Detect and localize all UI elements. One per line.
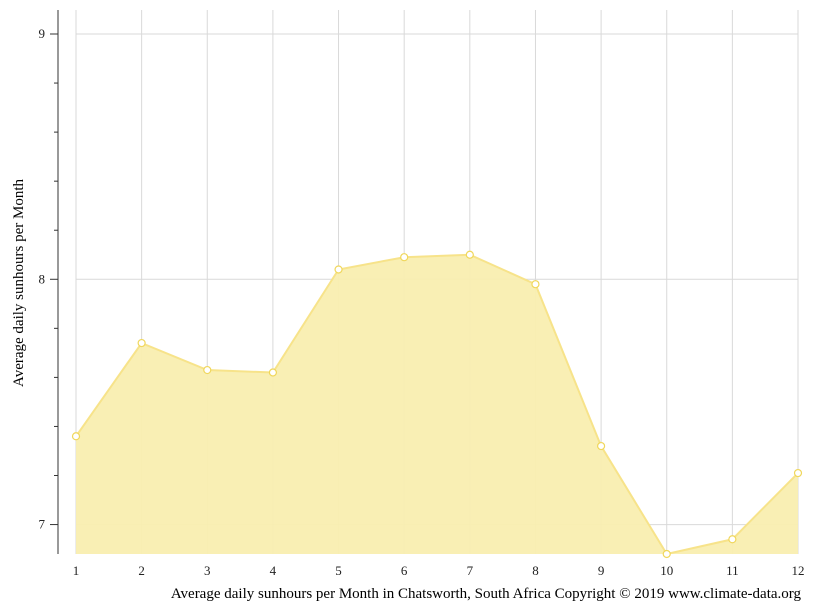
x-tick-label: 5 [335, 563, 342, 578]
x-tick-label: 8 [532, 563, 539, 578]
data-point [400, 253, 409, 262]
chart-caption: Average daily sunhours per Month in Chat… [171, 586, 802, 602]
data-point [268, 368, 278, 377]
data-point [531, 280, 540, 289]
x-tick-label: 1 [73, 563, 80, 578]
data-points [71, 250, 803, 559]
data-point [793, 468, 803, 478]
x-tick-label: 7 [467, 563, 474, 578]
y-ticks: 7 8 9 [39, 26, 58, 532]
data-point [71, 432, 81, 441]
data-point [728, 535, 737, 544]
x-tick-label: 9 [598, 563, 605, 578]
x-ticks: 1 2 3 4 5 6 7 8 9 10 11 12 [73, 563, 805, 578]
y-tick-label: 7 [39, 517, 46, 532]
x-tick-label: 10 [660, 563, 673, 578]
series-line [75, 253, 799, 556]
x-tick-label: 4 [270, 563, 277, 578]
x-tick-label: 12 [792, 563, 805, 578]
data-point [137, 338, 146, 348]
data-point [465, 250, 474, 259]
x-tick-label: 6 [401, 563, 408, 578]
x-tick-label: 11 [726, 563, 739, 578]
area-fill [76, 254, 798, 555]
data-point [662, 549, 671, 559]
data-point [334, 265, 343, 274]
y-tick-label: 9 [39, 26, 46, 41]
data-point [203, 365, 212, 375]
y-axis-title: Average daily sunhours per Month [11, 179, 27, 388]
x-tick-label: 2 [138, 563, 145, 578]
x-tick-label: 3 [204, 563, 211, 578]
y-tick-label: 8 [39, 271, 46, 286]
data-point [596, 441, 606, 451]
